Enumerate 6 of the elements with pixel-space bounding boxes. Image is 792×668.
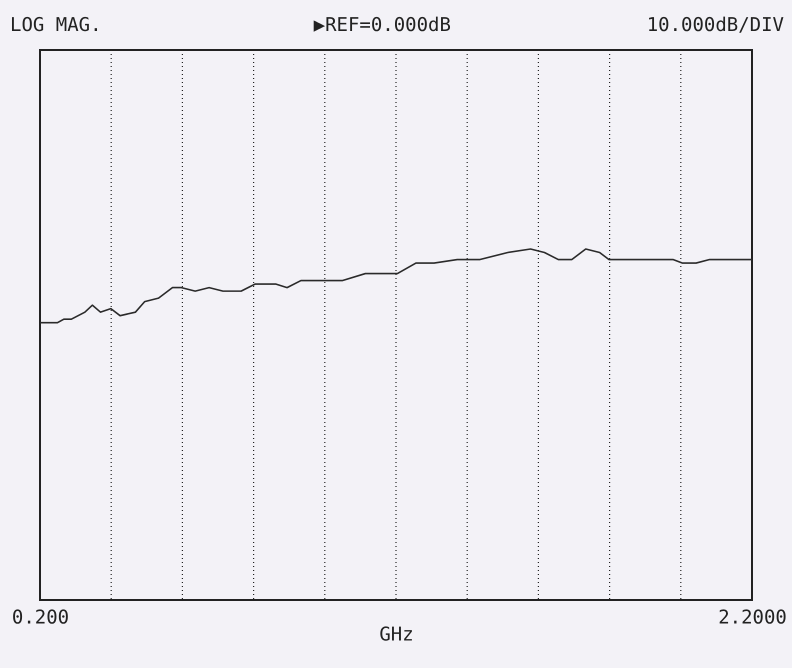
text: 10.000dB/DIV <box>646 14 784 36</box>
x-tick-label: 2.2000 <box>718 606 787 628</box>
x-axis-title: GHz <box>379 624 414 646</box>
text: LOG MAG. <box>10 14 102 36</box>
text: ▶REF=0.000dB <box>314 14 451 36</box>
x-tick-label: 0.200 <box>12 606 70 628</box>
